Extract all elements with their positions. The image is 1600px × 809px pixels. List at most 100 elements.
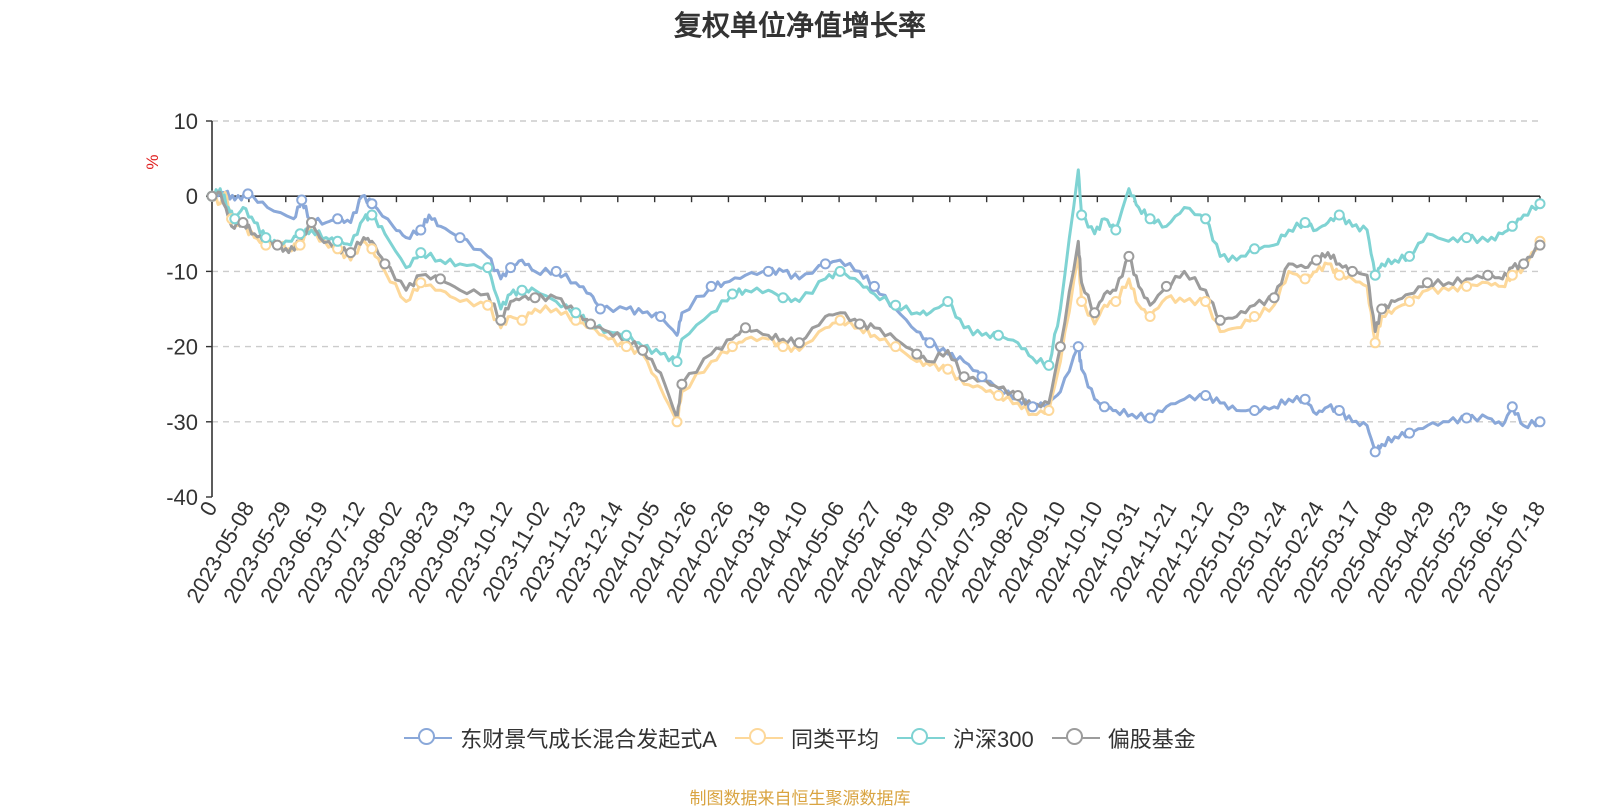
series-point bbox=[1043, 359, 1055, 371]
series-point bbox=[1043, 405, 1055, 416]
series-point bbox=[294, 239, 306, 251]
series-point bbox=[1421, 277, 1433, 289]
series-point bbox=[1333, 209, 1345, 221]
series-point bbox=[206, 190, 218, 202]
series-point bbox=[495, 314, 507, 326]
series-point bbox=[1482, 269, 1494, 281]
series-point bbox=[585, 318, 596, 330]
series-point bbox=[550, 265, 562, 277]
legend-item[interactable]: 同类平均 bbox=[734, 722, 879, 754]
series-point bbox=[819, 258, 831, 270]
series-point bbox=[1376, 303, 1388, 315]
series-point bbox=[1404, 296, 1415, 307]
series-point bbox=[992, 329, 1004, 341]
series-point bbox=[1461, 280, 1473, 292]
series-point bbox=[1110, 224, 1122, 236]
series-point bbox=[1123, 250, 1135, 262]
series-point bbox=[454, 232, 466, 244]
series-point bbox=[332, 213, 344, 225]
x-tick-label: 0 bbox=[195, 497, 223, 520]
series-point bbox=[890, 341, 902, 353]
series-point bbox=[1249, 243, 1260, 255]
legend-label: 同类平均 bbox=[790, 727, 879, 752]
series-point bbox=[1404, 250, 1415, 262]
series-point bbox=[271, 239, 283, 251]
series-point bbox=[1299, 273, 1311, 285]
series-point bbox=[1200, 390, 1212, 401]
y-axis-unit: % bbox=[143, 154, 162, 169]
series-point bbox=[345, 247, 357, 259]
series-point bbox=[834, 265, 846, 277]
legend-item[interactable]: 沪深300 bbox=[896, 722, 1034, 754]
series-point bbox=[1506, 401, 1518, 413]
series-point bbox=[671, 356, 683, 368]
series-point bbox=[529, 292, 541, 304]
series-point bbox=[237, 217, 249, 228]
series-point bbox=[1012, 390, 1024, 401]
series-point bbox=[306, 217, 317, 228]
legend-item[interactable]: 偏股基金 bbox=[1051, 722, 1196, 754]
line-chart: 100-10-20-30-40%02023-05-082023-05-29202… bbox=[143, 109, 1550, 607]
legend-swatch bbox=[896, 726, 945, 750]
legend-item[interactable]: 东财景气成长混合发起式A bbox=[404, 722, 717, 754]
series-line bbox=[210, 190, 1542, 424]
series-point bbox=[868, 280, 880, 292]
y-tick-label: -20 bbox=[166, 335, 198, 360]
series-point bbox=[705, 280, 717, 292]
series-point bbox=[992, 390, 1004, 401]
series-point bbox=[1534, 198, 1546, 210]
y-tick-label: 0 bbox=[186, 184, 198, 209]
series-point bbox=[1144, 412, 1156, 424]
series-point bbox=[1054, 341, 1066, 353]
series-point bbox=[1404, 427, 1415, 439]
series-point bbox=[834, 314, 846, 326]
series-point bbox=[740, 322, 751, 334]
series-point bbox=[1534, 416, 1546, 428]
chart-legend: 东财景气成长混合发起式A 同类平均 沪深300 偏股基金 bbox=[0, 722, 1600, 754]
series-point bbox=[671, 416, 683, 428]
series-point bbox=[1369, 446, 1381, 458]
series-line bbox=[211, 190, 1541, 420]
series-point bbox=[415, 277, 427, 289]
legend-label: 偏股基金 bbox=[1107, 727, 1196, 752]
series-point bbox=[1214, 314, 1226, 326]
series-point bbox=[1506, 269, 1518, 281]
series-point bbox=[1098, 401, 1110, 413]
series-point bbox=[1144, 213, 1156, 225]
legend-label: 东财景气成长混合发起式A bbox=[460, 727, 717, 752]
series-point bbox=[620, 329, 632, 341]
legend-swatch bbox=[404, 726, 453, 750]
series-point bbox=[1461, 412, 1473, 424]
series-point bbox=[1333, 405, 1345, 416]
y-tick-label: 10 bbox=[174, 109, 198, 134]
series-point bbox=[1268, 292, 1280, 304]
series-point bbox=[1072, 341, 1084, 353]
series-point bbox=[570, 307, 582, 319]
series-point bbox=[1534, 239, 1546, 251]
series-point bbox=[890, 299, 902, 311]
series-point bbox=[594, 303, 606, 315]
series-point bbox=[942, 296, 954, 307]
series-point bbox=[1506, 220, 1518, 232]
y-tick-label: -40 bbox=[166, 485, 198, 510]
series-point bbox=[854, 318, 866, 330]
series-point bbox=[777, 292, 789, 304]
series-point bbox=[637, 344, 649, 356]
series-point bbox=[924, 337, 936, 349]
series-point bbox=[1369, 337, 1381, 349]
series-point bbox=[1249, 311, 1260, 322]
series-point bbox=[1110, 296, 1122, 307]
series-point bbox=[1299, 217, 1311, 228]
series-point bbox=[260, 232, 272, 244]
series-point bbox=[379, 258, 391, 270]
chart-title: 复权单位净值增长率 bbox=[673, 10, 926, 41]
series-point bbox=[1311, 254, 1322, 266]
series-point bbox=[676, 378, 688, 390]
series-point bbox=[762, 265, 774, 277]
series-point bbox=[516, 314, 528, 326]
series-point bbox=[726, 341, 738, 353]
series-point bbox=[1461, 232, 1473, 244]
series-point bbox=[1518, 258, 1530, 270]
series-point bbox=[726, 288, 738, 300]
data-source-note: 制图数据来自恒生聚源数据库 bbox=[689, 789, 911, 808]
